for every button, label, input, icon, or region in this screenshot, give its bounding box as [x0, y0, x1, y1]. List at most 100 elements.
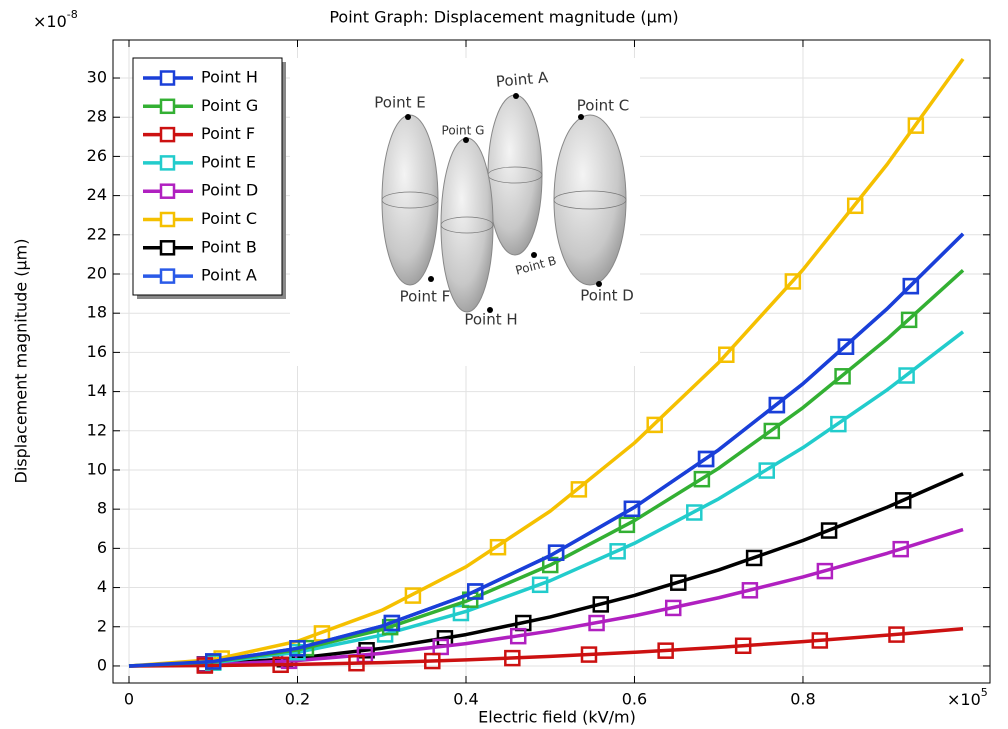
marker	[348, 654, 365, 672]
marker	[888, 626, 905, 643]
marker	[745, 549, 763, 567]
ellipsoid	[440, 137, 494, 313]
inset-image: Point A Point B Point C Point D Point E …	[374, 68, 634, 328]
marker	[900, 311, 918, 329]
legend-box	[132, 57, 283, 296]
x-tick-label: 0	[124, 690, 134, 709]
marker	[816, 562, 834, 580]
marker	[763, 422, 781, 440]
legend-marker	[159, 268, 176, 284]
y-tick-label: 28	[87, 107, 107, 126]
ellipsoid	[553, 114, 627, 286]
marker	[657, 642, 674, 659]
y-tick-label: 14	[87, 381, 107, 400]
plot-frame	[112, 39, 991, 684]
y-tick-label: 22	[87, 224, 107, 243]
marker	[196, 657, 214, 674]
y-tick-label: 18	[87, 303, 107, 322]
marker	[452, 604, 470, 622]
ellipsoid-ring	[381, 191, 439, 209]
legend-marker	[159, 240, 176, 256]
marker	[820, 522, 838, 539]
series-line	[128, 57, 965, 668]
x-tick-label: 0.2	[285, 690, 310, 709]
multiplier-base: ×10	[947, 690, 981, 709]
marker	[547, 544, 565, 561]
multiplier-exponent: 5	[981, 686, 988, 699]
marker	[894, 492, 912, 509]
marker	[693, 470, 711, 488]
marker	[758, 462, 775, 479]
marker	[830, 415, 847, 433]
legend-label: Point C	[201, 209, 257, 228]
y-tick-label: 26	[87, 146, 107, 165]
legend-marker	[159, 98, 176, 115]
legend-label: Point G	[201, 96, 258, 115]
marker	[570, 481, 588, 498]
marker	[697, 450, 715, 468]
marker	[205, 653, 222, 670]
y-tick-label: 0	[97, 655, 107, 674]
y-tick-label: 10	[87, 459, 107, 478]
marker	[902, 277, 920, 295]
ellipsoid	[487, 94, 543, 256]
marker	[504, 649, 521, 667]
marker	[892, 540, 909, 558]
marker	[686, 504, 703, 521]
marker	[383, 614, 401, 632]
y-tick-label: 6	[97, 538, 107, 557]
marker	[609, 543, 626, 560]
inset-label: Point H	[464, 311, 517, 329]
y-tick-label: 8	[97, 499, 107, 518]
marker	[272, 656, 289, 674]
marker	[834, 368, 851, 385]
ellipsoid-ring	[553, 190, 627, 210]
chart-title: Point Graph: Displacement magnitude (μm)	[329, 8, 678, 27]
legend-label: Point B	[201, 237, 257, 256]
marker	[618, 516, 636, 534]
y-tick-label: 2	[97, 616, 107, 635]
marker	[531, 576, 549, 594]
x-tick-label: 0.8	[790, 690, 815, 709]
marker	[734, 637, 752, 655]
x-axis-label: Electric field (kV/m)	[478, 708, 636, 727]
marker	[670, 574, 687, 591]
inset-label: Point C	[577, 97, 630, 115]
legend: Point H Point G Point F Point E Point D Point…	[132, 57, 286, 299]
marker	[289, 640, 306, 657]
legend-marker	[159, 70, 176, 86]
y-multiplier: ×10-8	[33, 8, 78, 31]
marker	[358, 642, 375, 659]
legend-label: Point D	[201, 181, 258, 200]
inset-label: Point A	[495, 68, 549, 91]
x-tick-label: 0.6	[622, 690, 647, 709]
marker	[424, 652, 441, 670]
legend-marker	[159, 211, 176, 228]
series-line	[128, 472, 964, 668]
x-multiplier: ×105	[947, 686, 988, 709]
point-dots	[405, 93, 602, 313]
marker	[898, 367, 915, 384]
marker	[664, 599, 682, 617]
inset-label: Point G	[442, 124, 485, 138]
inset-label: Point D	[580, 287, 634, 305]
inset-label: Point F	[400, 288, 451, 306]
y-tick-label: 4	[97, 577, 107, 596]
ellipsoid	[381, 114, 439, 286]
marker	[784, 273, 802, 290]
multiplier-exponent: -8	[67, 8, 78, 21]
marker	[509, 627, 527, 645]
y-tick-label: 16	[87, 342, 107, 361]
legend-marker	[159, 183, 176, 199]
marker	[588, 614, 605, 632]
legend-label: Point H	[201, 68, 258, 87]
x-tick-label: 0.4	[453, 690, 478, 709]
y-tick-label: 12	[87, 420, 107, 439]
ellipsoid-ring	[440, 216, 494, 234]
y-tick-label: 30	[87, 68, 107, 87]
inset-label: Point E	[374, 94, 426, 112]
y-tick-label: 24	[87, 185, 107, 204]
series-line	[128, 626, 964, 668]
legend-label: Point F	[201, 124, 255, 143]
